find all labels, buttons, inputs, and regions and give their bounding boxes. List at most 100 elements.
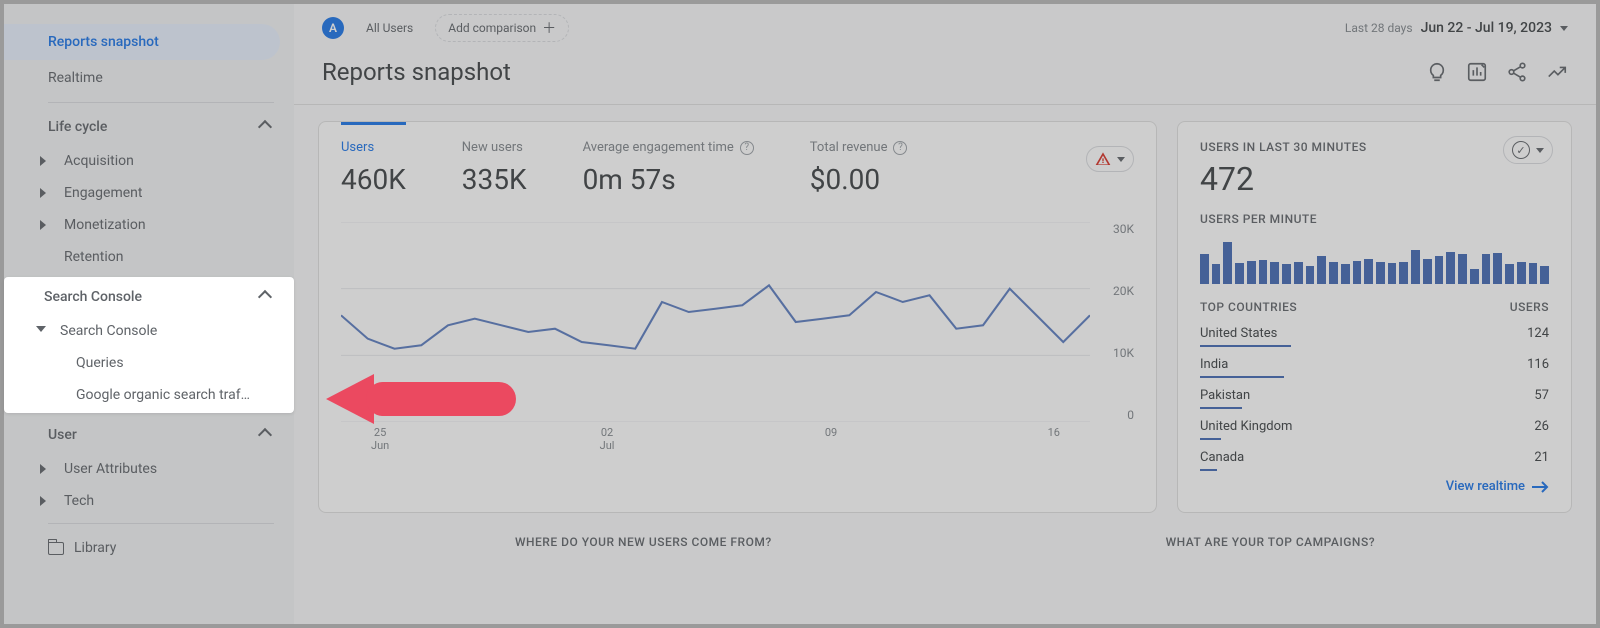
realtime-value: 472 [1200,160,1549,198]
footer-row: WHERE DO YOUR NEW USERS COME FROM? WHAT … [294,529,1596,549]
country-row[interactable]: United Kingdom26 [1200,415,1549,438]
sidebar-subitem-search-console[interactable]: Search Console [4,315,294,347]
bar [1446,252,1455,284]
realtime-card: USERS IN LAST 30 MINUTES 472 USERS PER M… [1177,121,1572,513]
x-tick-sub: Jul [600,439,615,452]
country-name: India [1200,357,1228,372]
metric-label: New users [462,140,527,163]
caret-down-icon [1536,148,1544,153]
customize-icon[interactable] [1466,61,1488,83]
metric-label-text: Total revenue [810,140,888,155]
country-bar [1200,407,1242,409]
caret-right-icon [40,496,46,506]
warning-icon [1095,151,1111,167]
caret-down-icon [1117,157,1125,162]
help-icon[interactable]: ? [740,141,754,155]
sidebar-item-reports-snapshot[interactable]: Reports snapshot [4,24,280,60]
bar [1235,263,1244,284]
country-bar [1200,376,1284,378]
help-icon[interactable]: ? [893,141,907,155]
x-tick-sub: Jun [371,439,389,452]
country-bar [1200,345,1291,347]
metric-value: 0m 57s [583,163,754,196]
sidebar-subitem-label: Engagement [64,185,142,201]
line-chart-svg [341,222,1090,422]
metric-value: 335K [462,163,527,196]
all-users-chip[interactable]: All Users [354,18,425,38]
link-label: View realtime [1446,479,1525,494]
trend-icon[interactable] [1546,61,1568,83]
sidebar-section-life-cycle[interactable]: Life cycle [4,109,294,145]
caret-right-icon [40,220,46,230]
folder-icon [48,542,64,555]
sidebar-subitem-tech[interactable]: Tech [4,485,294,517]
page-title: Reports snapshot [322,58,511,86]
metrics-row: Users 460K New users 335K Average engage… [341,140,1134,196]
divider [48,102,274,103]
metric-new-users[interactable]: New users 335K [462,140,527,196]
sidebar-subitem-retention[interactable]: Retention [4,241,294,273]
country-bar [1200,469,1217,471]
sidebar-subitem-user-attributes[interactable]: User Attributes [4,453,294,485]
x-axis-labels: 25Jun 02Jul 09 16 [341,426,1090,452]
bar [1212,264,1221,284]
bar [1364,259,1373,284]
sidebar-section-search-console[interactable]: Search Console [4,279,294,315]
bar [1247,261,1256,284]
sidebar-section-label: Search Console [44,289,142,305]
country-row[interactable]: Canada21 [1200,446,1549,469]
sidebar-subsubitem-google-organic[interactable]: Google organic search traf… [4,379,294,411]
sidebar-item-library[interactable]: Library [4,530,294,566]
y-tick: 0 [1098,408,1134,422]
bar [1470,269,1479,284]
metric-label: Average engagement time ? [583,140,754,163]
bar [1423,259,1432,284]
share-icon[interactable] [1506,61,1528,83]
bar [1435,256,1444,284]
bar [1505,264,1514,284]
chip-label: Add comparison [448,21,536,35]
country-value: 124 [1527,326,1549,341]
bar [1399,262,1408,284]
date-range-prefix: Last 28 days [1345,21,1413,35]
sidebar-subitem-label: Retention [64,249,124,265]
footer-right-title: WHAT ARE YOUR TOP CAMPAIGNS? [1166,535,1375,549]
country-bar [1200,438,1221,440]
x-tick: 16 [1048,426,1060,439]
caret-right-icon [40,188,46,198]
bar [1306,266,1315,284]
sidebar-section-label: Life cycle [48,119,107,135]
sidebar-section-user[interactable]: User [4,417,294,453]
sidebar-subitem-acquisition[interactable]: Acquisition [4,145,294,177]
chevron-up-icon [258,120,272,134]
country-name: Canada [1200,450,1244,465]
bar [1341,264,1350,284]
sidebar-item-realtime[interactable]: Realtime [4,60,294,96]
sidebar-subitem-monetization[interactable]: Monetization [4,209,294,241]
country-row[interactable]: India116 [1200,353,1549,376]
sidebar-subitem-engagement[interactable]: Engagement [4,177,294,209]
y-tick: 20K [1098,284,1134,298]
comparison-badge[interactable]: A [322,17,344,39]
view-realtime-link[interactable]: View realtime [1200,479,1549,494]
realtime-options-chip[interactable] [1503,136,1553,164]
arrow-right-icon [1531,481,1549,493]
country-row[interactable]: United States124 [1200,322,1549,345]
metric-avg-engagement[interactable]: Average engagement time ? 0m 57s [583,140,754,196]
metric-users[interactable]: Users 460K [341,140,406,196]
users-per-minute-chart [1200,234,1549,284]
check-circle-icon [1512,141,1530,159]
sidebar-subitem-label: User Attributes [64,461,157,477]
bar [1540,266,1549,284]
sidebar-subsubitem-queries[interactable]: Queries [4,347,294,379]
add-comparison-chip[interactable]: Add comparison ＋ [435,14,569,42]
metric-total-revenue[interactable]: Total revenue ? $0.00 [810,140,908,196]
country-row[interactable]: Pakistan57 [1200,384,1549,407]
plus-icon: ＋ [542,18,556,38]
data-quality-chip[interactable] [1086,146,1134,172]
country-name: United Kingdom [1200,419,1292,434]
insights-icon[interactable] [1426,61,1448,83]
main-metrics-card: Users 460K New users 335K Average engage… [318,121,1157,513]
y-axis-labels: 30K 20K 10K 0 [1098,222,1134,422]
date-range-picker[interactable]: Jun 22 - Jul 19, 2023 [1421,20,1552,36]
